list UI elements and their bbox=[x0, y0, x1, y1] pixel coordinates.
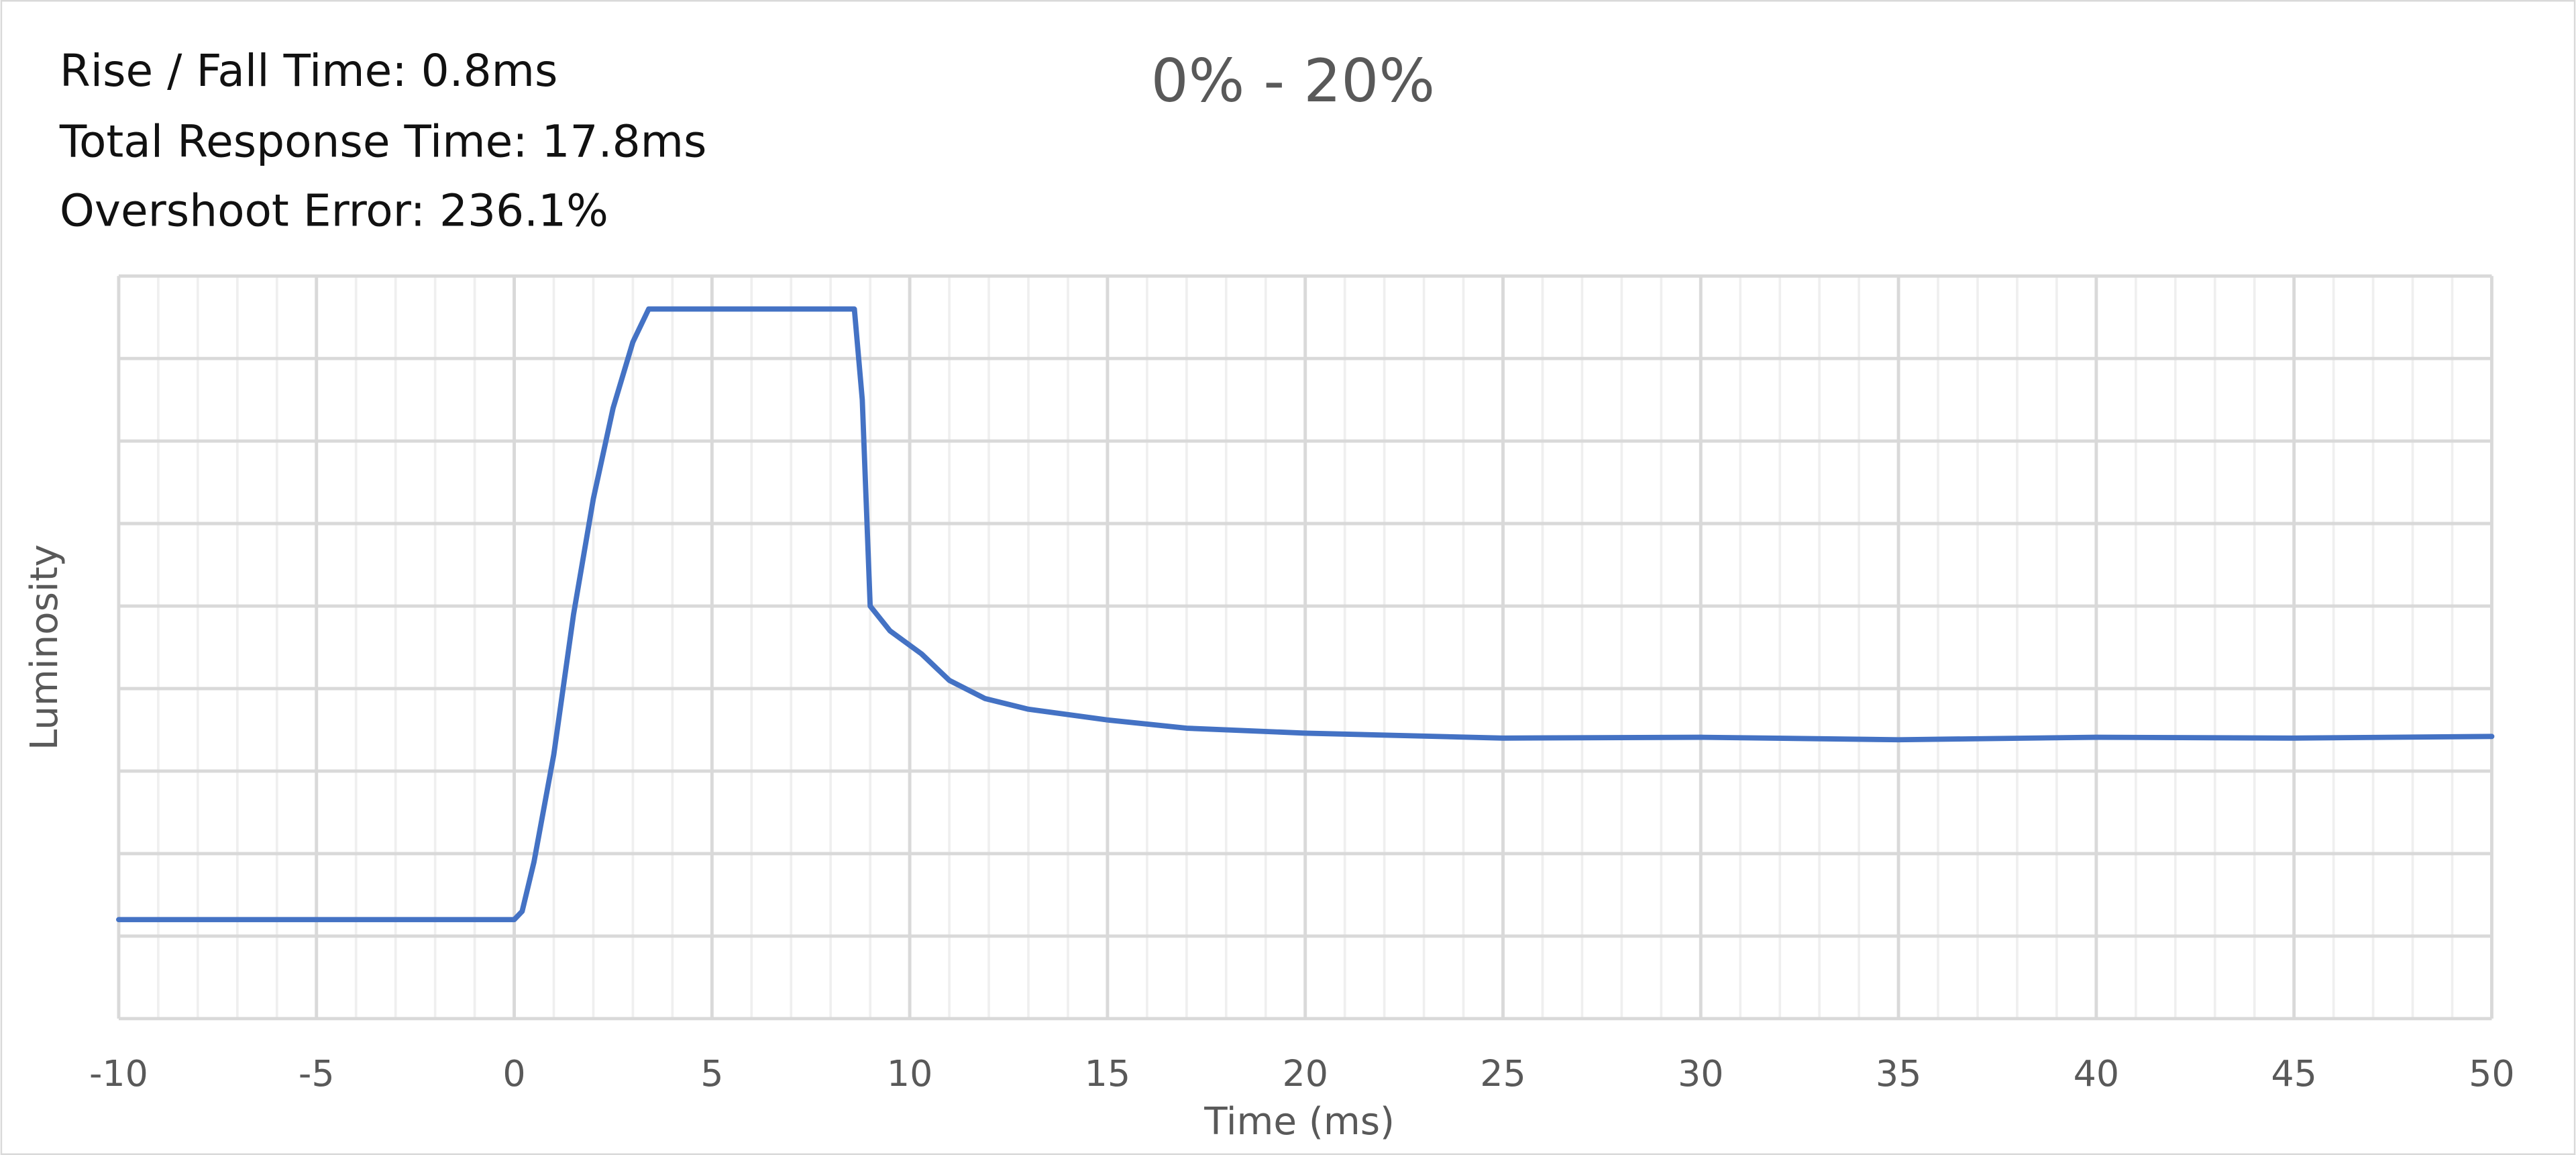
chart-title: 0% - 20% bbox=[1151, 46, 1435, 115]
x-tick-label: 25 bbox=[1480, 1052, 1526, 1095]
x-tick-label: 45 bbox=[2271, 1052, 2317, 1095]
x-tick-label: 30 bbox=[1678, 1052, 1724, 1095]
annotation: Rise / Fall Time: 0.8ms bbox=[60, 45, 558, 97]
x-tick-label: 35 bbox=[1876, 1052, 1922, 1095]
annotation: Overshoot Error: 236.1% bbox=[60, 185, 608, 236]
x-tick-label: 40 bbox=[2074, 1052, 2120, 1095]
data-line bbox=[116, 306, 2495, 923]
x-axis-title: Time (ms) bbox=[1203, 1100, 1395, 1144]
x-tick-label: 20 bbox=[1282, 1052, 1328, 1095]
x-tick-label: -10 bbox=[89, 1052, 148, 1095]
x-tick-label: 15 bbox=[1085, 1052, 1131, 1095]
x-tick-label: -5 bbox=[299, 1052, 335, 1095]
x-tick-label: 5 bbox=[700, 1052, 723, 1095]
x-tick-label: 10 bbox=[887, 1052, 933, 1095]
x-tick-label: 50 bbox=[2469, 1052, 2515, 1095]
annotation: Total Response Time: 17.8ms bbox=[59, 115, 707, 167]
y-axis-title: Luminosity bbox=[23, 544, 66, 750]
x-tick-label: 0 bbox=[502, 1052, 525, 1095]
